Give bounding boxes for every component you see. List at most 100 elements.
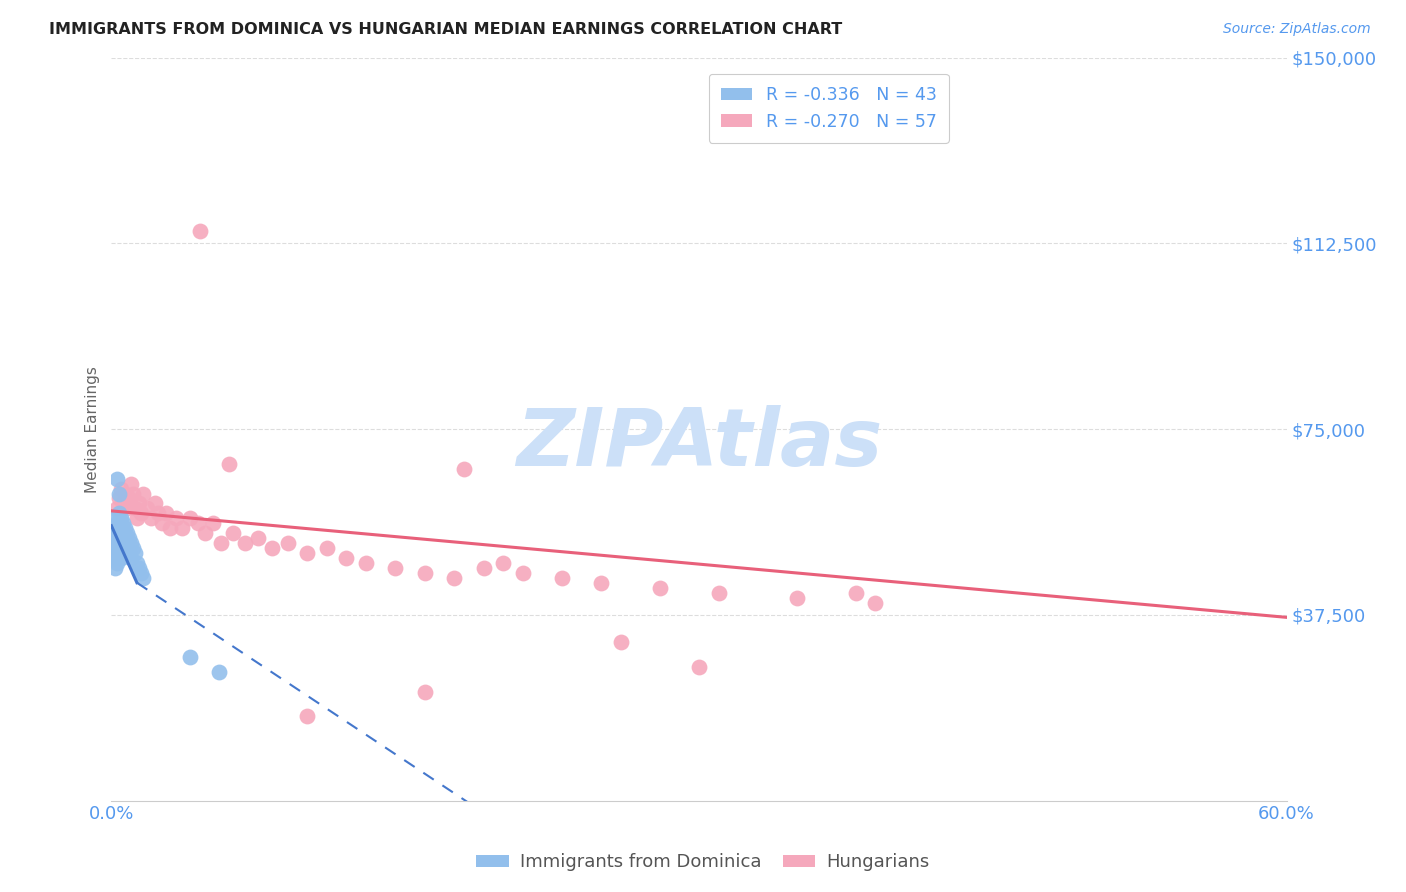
Point xyxy=(124,546,146,560)
Point xyxy=(115,541,138,555)
Point xyxy=(165,511,187,525)
Point xyxy=(277,536,299,550)
Point xyxy=(114,531,136,545)
Point xyxy=(105,501,128,516)
Point xyxy=(118,531,141,545)
Point xyxy=(120,536,142,550)
Point xyxy=(187,516,209,531)
Point xyxy=(110,511,132,525)
Point xyxy=(315,541,337,555)
Y-axis label: Median Earnings: Median Earnings xyxy=(86,366,100,492)
Point xyxy=(260,541,283,555)
Point xyxy=(648,581,671,595)
Point xyxy=(122,541,145,555)
Point xyxy=(129,566,152,580)
Point xyxy=(112,516,135,531)
Text: IMMIGRANTS FROM DOMINICA VS HUNGARIAN MEDIAN EARNINGS CORRELATION CHART: IMMIGRANTS FROM DOMINICA VS HUNGARIAN ME… xyxy=(49,22,842,37)
Point xyxy=(108,486,131,500)
Point xyxy=(108,526,131,541)
Point xyxy=(194,526,217,541)
Point xyxy=(159,521,181,535)
Point xyxy=(443,571,465,585)
Point xyxy=(108,541,131,555)
Point xyxy=(112,546,135,560)
Point xyxy=(112,496,135,510)
Point xyxy=(208,665,231,679)
Point xyxy=(132,571,155,585)
Point xyxy=(128,561,150,575)
Point xyxy=(179,650,201,665)
Point xyxy=(105,536,128,550)
Point xyxy=(103,541,125,555)
Point xyxy=(104,561,127,575)
Text: Source: ZipAtlas.com: Source: ZipAtlas.com xyxy=(1223,22,1371,37)
Point xyxy=(103,550,125,565)
Point xyxy=(707,585,730,599)
Point xyxy=(105,516,128,531)
Point xyxy=(155,507,177,521)
Point xyxy=(148,507,170,521)
Point xyxy=(125,511,148,525)
Point xyxy=(115,526,138,541)
Point xyxy=(132,486,155,500)
Point xyxy=(845,585,868,599)
Point xyxy=(108,516,131,531)
Point xyxy=(112,531,135,545)
Point xyxy=(413,684,436,698)
Point xyxy=(865,595,887,609)
Point xyxy=(150,516,173,531)
Point xyxy=(105,526,128,541)
Point xyxy=(135,501,157,516)
Point xyxy=(104,546,127,560)
Text: ZIPAtlas: ZIPAtlas xyxy=(516,405,882,483)
Point xyxy=(120,550,142,565)
Point xyxy=(492,556,515,570)
Point xyxy=(589,575,612,590)
Point xyxy=(104,521,127,535)
Point xyxy=(129,507,152,521)
Point xyxy=(124,501,146,516)
Point xyxy=(472,561,495,575)
Point xyxy=(125,556,148,570)
Point xyxy=(512,566,534,580)
Point xyxy=(103,531,125,545)
Point xyxy=(222,526,245,541)
Point xyxy=(114,521,136,535)
Point xyxy=(105,472,128,486)
Point xyxy=(118,491,141,506)
Point xyxy=(354,556,377,570)
Point xyxy=(114,486,136,500)
Point xyxy=(114,546,136,560)
Point xyxy=(143,496,166,510)
Point xyxy=(128,496,150,510)
Point xyxy=(110,482,132,496)
Point xyxy=(202,516,225,531)
Point xyxy=(786,591,808,605)
Point xyxy=(609,635,631,649)
Point xyxy=(120,476,142,491)
Point xyxy=(104,531,127,545)
Point xyxy=(188,224,211,238)
Point xyxy=(233,536,256,550)
Point xyxy=(247,531,270,545)
Point xyxy=(170,521,193,535)
Point xyxy=(218,457,240,471)
Point xyxy=(335,550,357,565)
Point xyxy=(108,491,131,506)
Point xyxy=(110,536,132,550)
Point xyxy=(104,511,127,525)
Point xyxy=(110,550,132,565)
Point xyxy=(297,546,319,560)
Point xyxy=(110,521,132,535)
Point xyxy=(115,501,138,516)
Point xyxy=(297,709,319,723)
Point xyxy=(139,511,162,525)
Point xyxy=(551,571,574,585)
Point xyxy=(118,546,141,560)
Point xyxy=(453,462,475,476)
Point xyxy=(688,660,710,674)
Point xyxy=(384,561,406,575)
Point xyxy=(108,507,131,521)
Legend: Immigrants from Dominica, Hungarians: Immigrants from Dominica, Hungarians xyxy=(470,847,936,879)
Point xyxy=(413,566,436,580)
